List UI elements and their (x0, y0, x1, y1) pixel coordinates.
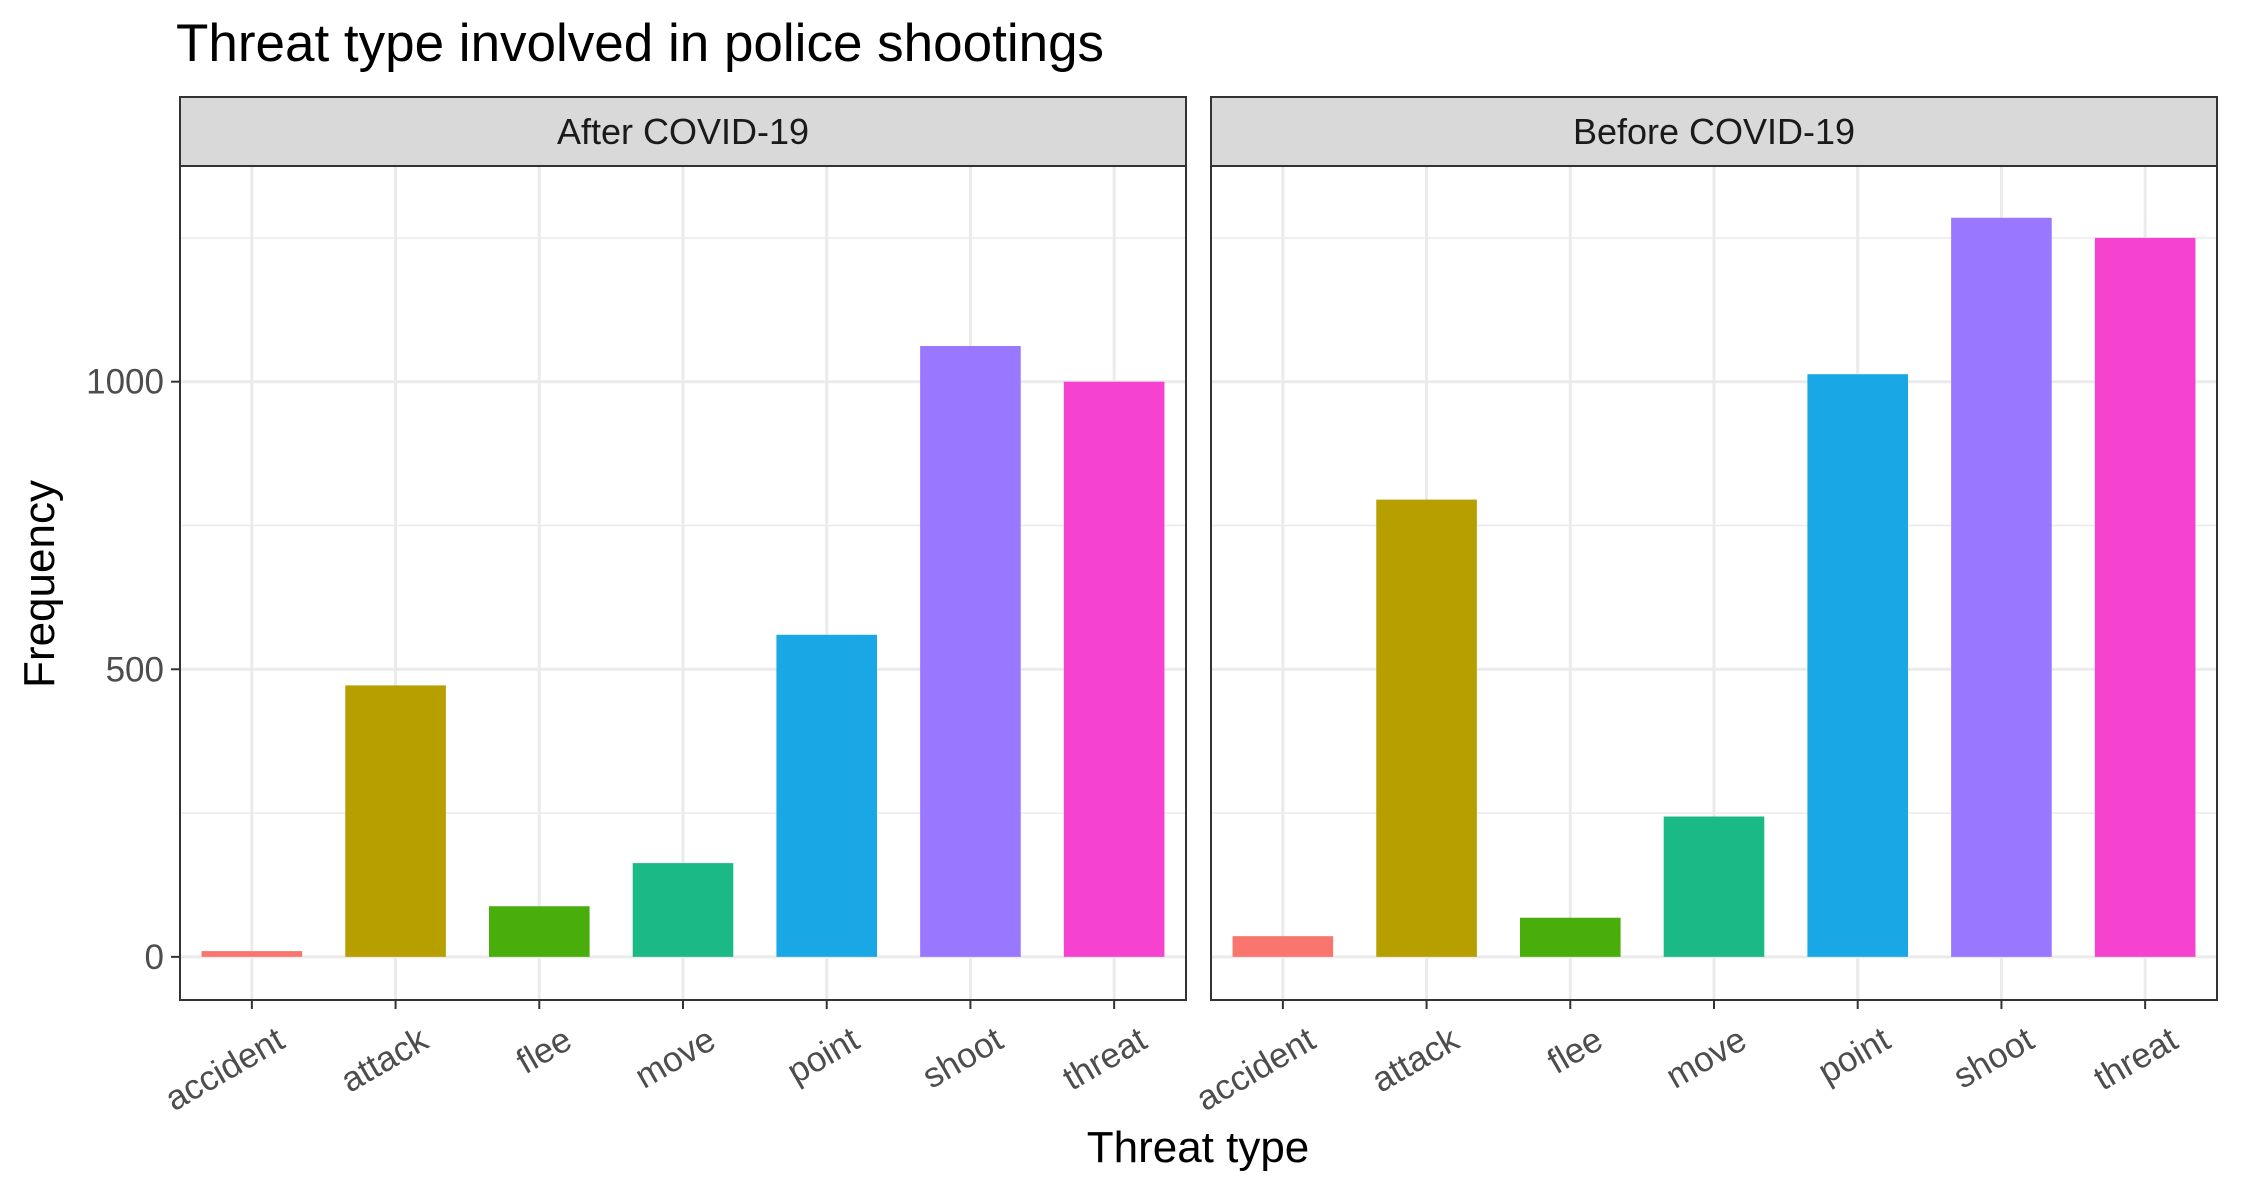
bar-attack (345, 685, 446, 957)
chart-title: Threat type involved in police shootings (176, 14, 1104, 73)
bar-shoot (1951, 217, 2052, 957)
x-tick-label: flee (510, 1020, 578, 1082)
bar-attack (1376, 499, 1477, 957)
bar-point (1807, 374, 1909, 957)
x-tick-label: threat (1056, 1020, 1153, 1099)
x-tick-label: accident (1189, 1020, 1322, 1119)
facet-strip-label: After COVID-19 (557, 111, 809, 152)
y-axis-title: Frequency (15, 480, 64, 688)
bar-threat (1063, 381, 1165, 957)
x-tick-label: flee (1541, 1020, 1609, 1082)
x-axis-title: Threat type (1087, 1123, 1310, 1172)
y-tick-label: 0 (145, 938, 164, 977)
x-tick-label: attack (1365, 1019, 1466, 1100)
bar-flee (488, 906, 590, 957)
x-tick-label: shoot (1947, 1020, 2041, 1097)
bar-accident (201, 951, 303, 957)
bar-move (632, 863, 734, 957)
bar-point (776, 634, 878, 957)
x-tick-label: move (1659, 1020, 1753, 1097)
x-tick-label: threat (2087, 1020, 2184, 1099)
x-tick-label: shoot (916, 1020, 1010, 1097)
x-tick-label: move (628, 1020, 722, 1097)
facet-panel-1: After COVID-19 accident attack flee move poin… (86, 96, 1187, 1119)
x-tick-label: attack (334, 1019, 435, 1100)
y-tick-label: 500 (106, 650, 164, 689)
bar-accident (1232, 936, 1334, 957)
x-tick-label: accident (158, 1020, 291, 1119)
facet-strip (179, 96, 1187, 167)
x-tick-label: point (780, 1020, 865, 1092)
chart-panels: After COVID-19 accident attack flee move poin… (86, 96, 2218, 1119)
bar-move (1663, 816, 1765, 957)
bar-shoot (920, 346, 1021, 957)
facet-strip-label: Before COVID-19 (1573, 111, 1855, 152)
facet-strip (1210, 96, 2218, 167)
facet-panel-2: Before COVID-19 accident attack flee move poi… (1189, 96, 2218, 1119)
bar-threat (2094, 237, 2196, 957)
y-tick-label: 1000 (86, 363, 164, 402)
x-tick-label: point (1811, 1020, 1896, 1092)
bar-flee (1519, 917, 1621, 957)
